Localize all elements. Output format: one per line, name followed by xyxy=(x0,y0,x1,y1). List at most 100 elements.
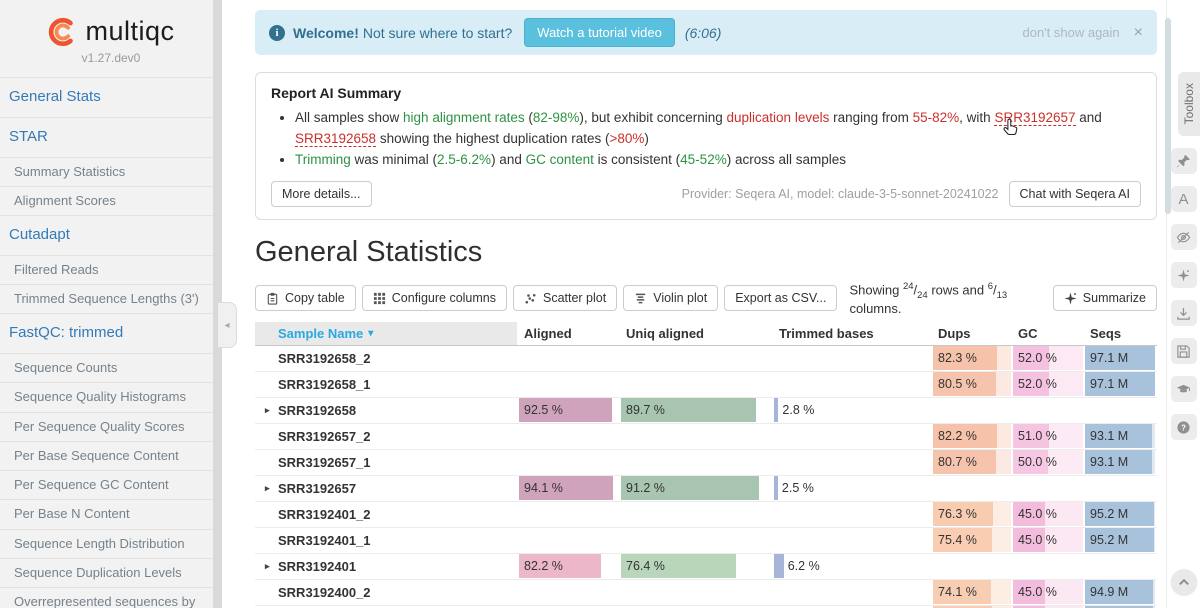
aligned-cell xyxy=(519,502,619,526)
sidebar-item-per-sequence-quality-scores[interactable]: Per Sequence Quality Scores xyxy=(0,413,222,442)
toolbox-tab[interactable]: Toolbox xyxy=(1178,72,1200,136)
uniq-cell xyxy=(621,528,772,552)
expand-icon[interactable]: ▸ xyxy=(265,404,270,415)
sample-name-srr3192658-2[interactable]: SRR3192658_2 xyxy=(278,350,371,366)
chat-with-seqera-button[interactable]: Chat with Seqera AI xyxy=(1008,180,1141,207)
dups-cell xyxy=(933,476,1011,500)
eye-slash-icon[interactable] xyxy=(1170,224,1197,250)
copy-table-button[interactable]: Copy table xyxy=(255,285,356,312)
sample-name-srr3192401-1[interactable]: SRR3192401_1 xyxy=(278,532,371,548)
gc-cell: 50.0 % xyxy=(1013,450,1083,475)
table-row: SRR3192657_2 82.2 % 51.0 % 93.1 M xyxy=(255,424,1157,450)
pin-icon[interactable] xyxy=(1170,148,1197,174)
violin-icon xyxy=(634,292,647,305)
save-icon[interactable] xyxy=(1170,338,1197,364)
ai-summary-card: Report AI Summary All samples show high … xyxy=(255,72,1157,220)
configure-columns-button[interactable]: Configure columns xyxy=(361,285,507,312)
sidebar-item-trimmed-sequence-lengths-3[interactable]: Trimmed Sequence Lengths (3') xyxy=(0,285,222,315)
seqs-cell: 97.1 M xyxy=(1085,346,1155,371)
aligned-cell xyxy=(519,372,619,396)
column-header-sample-name[interactable]: Sample Name ▾ xyxy=(255,321,517,345)
dont-show-again-link[interactable]: don't show again xyxy=(1022,25,1120,40)
table-row: ▸ SRR3192401 82.2 % 76.4 % 6.2 % xyxy=(255,554,1157,580)
seqs-cell: 94.9 M xyxy=(1085,606,1155,608)
graduation-cap-icon[interactable] xyxy=(1170,376,1197,402)
sidebar-item-general-stats[interactable]: General Stats xyxy=(0,78,222,118)
sidebar-item-sequence-length-distribution[interactable]: Sequence Length Distribution xyxy=(0,530,222,559)
toolbox-panel: Toolbox A? xyxy=(1166,0,1200,608)
sample-name-srr3192657[interactable]: ▸ SRR3192657 xyxy=(265,480,357,496)
letter-a-icon[interactable]: A xyxy=(1170,186,1197,212)
sidebar-item-sequence-quality-histograms[interactable]: Sequence Quality Histograms xyxy=(0,383,222,413)
sample-name-srr3192658[interactable]: ▸ SRR3192658 xyxy=(265,402,357,418)
sidebar-item-per-base-sequence-content[interactable]: Per Base Sequence Content xyxy=(0,442,222,471)
table-row: ▸ SRR3192658 92.5 % 89.7 % 2.8 % xyxy=(255,398,1157,424)
sidebar-item-sequence-counts[interactable]: Sequence Counts xyxy=(0,354,222,384)
sample-link-srr3192658[interactable]: SRR3192658 xyxy=(295,130,377,147)
trimmed-cell xyxy=(774,450,931,474)
uniq-cell: 91.2 % xyxy=(621,476,772,501)
violin-plot-button[interactable]: Violin plot xyxy=(623,285,719,312)
sample-name-srr3192658-1[interactable]: SRR3192658_1 xyxy=(278,376,371,392)
sparkle-icon xyxy=(1064,292,1077,305)
column-header-uniq-aligned[interactable]: Uniq aligned xyxy=(626,325,704,341)
multiqc-logo-icon xyxy=(49,17,74,46)
dups-cell: 80.7 % xyxy=(933,450,1011,475)
showing-summary: Showing 24/24 rows and 6/13 columns. xyxy=(849,280,1008,316)
table-row: ▸ SRR3192657 94.1 % 91.2 % 2.5 % xyxy=(255,476,1157,502)
more-details-button[interactable]: More details... xyxy=(271,180,372,207)
sample-name-srr3192401-2[interactable]: SRR3192401_2 xyxy=(278,506,371,522)
summarize-button[interactable]: Summarize xyxy=(1052,285,1157,312)
sidebar-item-per-base-n-content[interactable]: Per Base N Content xyxy=(0,500,222,530)
column-header-trimmed-bases[interactable]: Trimmed bases xyxy=(779,325,874,341)
column-header-seqs[interactable]: Seqs xyxy=(1090,325,1122,341)
sidebar-item-filtered-reads[interactable]: Filtered Reads xyxy=(0,256,222,285)
gc-cell: 45.0 % xyxy=(1013,502,1083,527)
uniq-cell: 76.4 % xyxy=(621,554,772,579)
sidebar-item-overrepresented-sequences-by-sample[interactable]: Overrepresented sequences by sample xyxy=(0,588,222,608)
column-header-aligned[interactable]: Aligned xyxy=(524,325,572,341)
sample-name-srr3192657-1[interactable]: SRR3192657_1 xyxy=(278,454,371,470)
column-header-dups[interactable]: Dups xyxy=(938,325,971,341)
logo: multiqc xyxy=(0,16,222,47)
expand-icon[interactable]: ▸ xyxy=(265,482,270,493)
seqs-cell: 95.2 M xyxy=(1085,502,1155,527)
watch-tutorial-button[interactable]: Watch a tutorial video xyxy=(524,18,675,47)
trimmed-cell: 6.2 % xyxy=(774,554,931,579)
banner-close-icon[interactable]: × xyxy=(1133,23,1143,41)
sidebar-scrollbar[interactable] xyxy=(213,0,222,608)
sample-link-srr3192657[interactable]: SRR3192657 xyxy=(994,110,1076,126)
toolbox-label: Toolbox xyxy=(1182,83,1196,125)
sidebar-item-alignment-scores[interactable]: Alignment Scores xyxy=(0,187,222,216)
download-icon[interactable] xyxy=(1170,300,1197,326)
expand-icon[interactable]: ▸ xyxy=(265,560,270,571)
sidebar-item-per-sequence-gc-content[interactable]: Per Sequence GC Content xyxy=(0,471,222,501)
gc-cell xyxy=(1013,398,1083,422)
column-header-gc[interactable]: GC xyxy=(1018,325,1038,341)
sidebar-collapse-handle[interactable]: ◂ xyxy=(218,302,237,348)
uniq-cell xyxy=(621,502,772,526)
trimmed-cell xyxy=(774,372,931,396)
page-scrollbar[interactable] xyxy=(1165,18,1171,214)
export-as-csv-button[interactable]: Export as CSV... xyxy=(724,285,838,312)
sample-name-srr3192657-2[interactable]: SRR3192657_2 xyxy=(278,428,371,444)
sidebar-item-fastqc-trimmed[interactable]: FastQC: trimmed xyxy=(0,314,222,354)
copy-icon xyxy=(266,292,279,305)
sample-name-srr3192400-2[interactable]: SRR3192400_2 xyxy=(278,584,371,600)
help-icon[interactable]: ? xyxy=(1170,414,1197,440)
scatter-plot-button[interactable]: Scatter plot xyxy=(512,285,618,312)
trimmed-cell: 2.8 % xyxy=(774,398,931,423)
uniq-cell xyxy=(621,450,772,474)
sidebar-item-summary-statistics[interactable]: Summary Statistics xyxy=(0,158,222,187)
sidebar-item-cutadapt[interactable]: Cutadapt xyxy=(0,216,222,256)
welcome-question: Not sure where to start? xyxy=(362,24,513,41)
sidebar-item-sequence-duplication-levels[interactable]: Sequence Duplication Levels xyxy=(0,559,222,588)
sparkle-icon[interactable] xyxy=(1170,262,1197,288)
scroll-top-button[interactable] xyxy=(1170,569,1197,596)
uniq-cell xyxy=(621,372,772,396)
trimmed-cell: 2.5 % xyxy=(774,476,931,501)
seqs-cell: 94.9 M xyxy=(1085,580,1155,605)
sidebar-item-star[interactable]: STAR xyxy=(0,118,222,158)
sample-name-srr3192401[interactable]: ▸ SRR3192401 xyxy=(265,558,357,574)
gc-cell: 45.0 % xyxy=(1013,606,1083,608)
